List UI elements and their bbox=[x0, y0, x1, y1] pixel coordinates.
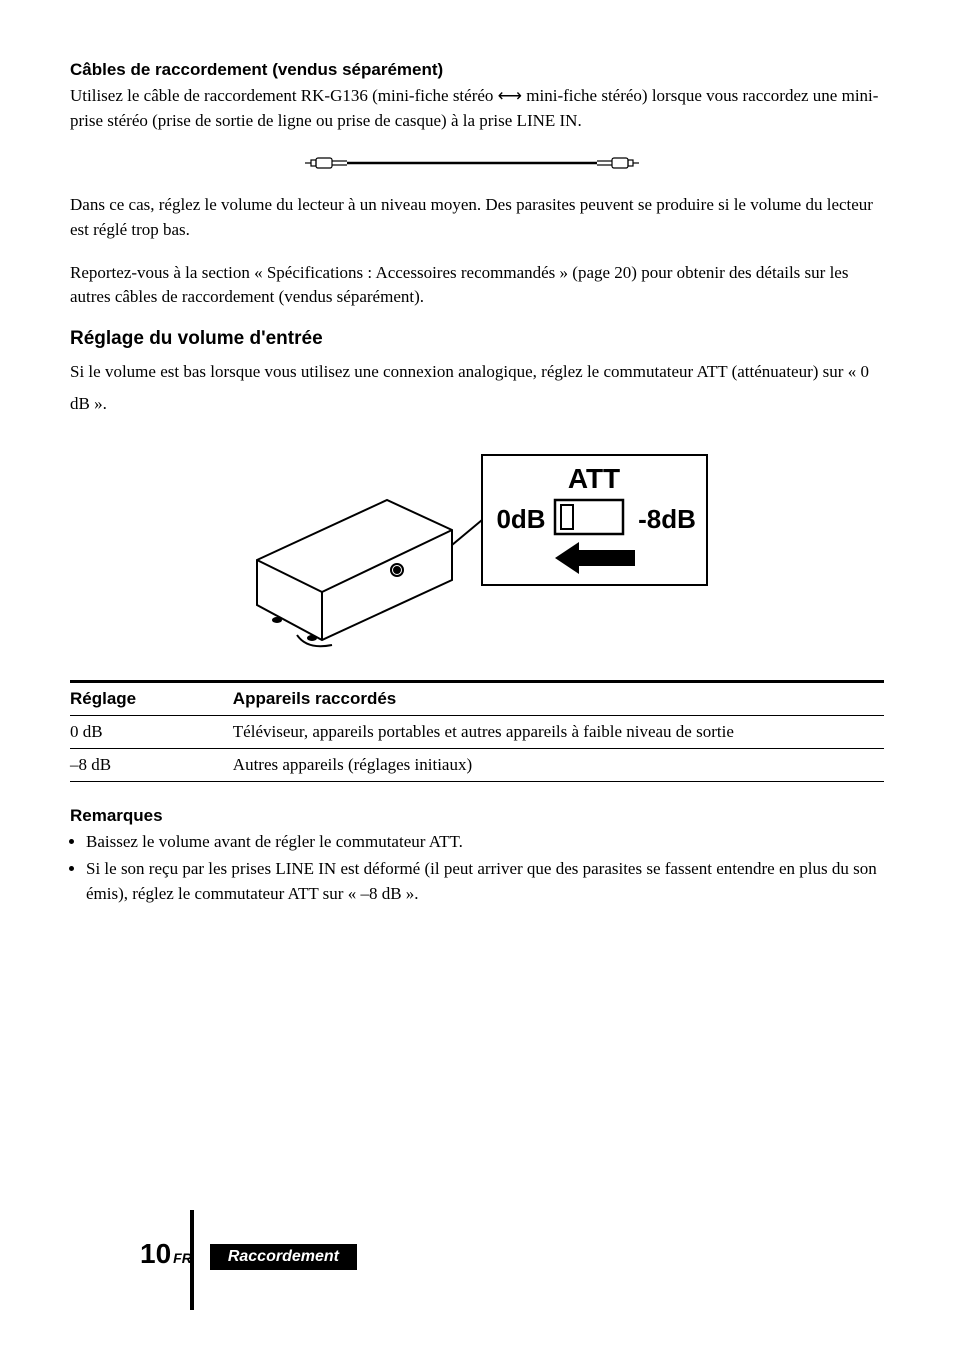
remarks-heading: Remarques bbox=[70, 806, 884, 826]
table-header-row: Réglage Appareils raccordés bbox=[70, 682, 884, 716]
settings-table: Réglage Appareils raccordés 0 dB Télévis… bbox=[70, 680, 884, 782]
footer-bar-icon bbox=[190, 1210, 194, 1310]
section-tab: Raccordement bbox=[210, 1244, 357, 1270]
cables-heading: Câbles de raccordement (vendus séparémen… bbox=[70, 60, 884, 80]
cables-para1: Utilisez le câble de raccordement RK-G13… bbox=[70, 84, 884, 133]
cables-para2: Dans ce cas, réglez le volume du lecteur… bbox=[70, 193, 884, 242]
table-header-setting: Réglage bbox=[70, 682, 233, 716]
volume-heading: Réglage du volume d'entrée bbox=[70, 328, 884, 350]
remark-item: Si le son reçu par les prises LINE IN es… bbox=[86, 857, 884, 906]
att-label: ATT bbox=[568, 463, 620, 494]
page-footer: 10 FR Raccordement bbox=[140, 1238, 357, 1270]
cables-para1a: Utilisez le câble de raccordement RK-G13… bbox=[70, 86, 498, 105]
table-row: –8 dB Autres appareils (réglages initiau… bbox=[70, 749, 884, 782]
cell-m8db: –8 dB bbox=[70, 749, 233, 782]
table-row: 0 dB Téléviseur, appareils portables et … bbox=[70, 716, 884, 749]
volume-para1: Si le volume est bas lorsque vous utilis… bbox=[70, 356, 884, 421]
table-header-devices: Appareils raccordés bbox=[233, 682, 884, 716]
page-number: 10 bbox=[140, 1238, 171, 1270]
cell-0db-desc: Téléviseur, appareils portables et autre… bbox=[233, 716, 884, 749]
cables-para3: Reportez-vous à la section « Spécificati… bbox=[70, 261, 884, 310]
cell-0db: 0 dB bbox=[70, 716, 233, 749]
device-diagram-icon: ATT 0dB -8dB bbox=[237, 440, 717, 650]
double-arrow-icon: ⟷ bbox=[498, 86, 522, 105]
cable-icon bbox=[277, 151, 677, 175]
minus8-db-label: -8dB bbox=[638, 504, 696, 534]
remarks-list: Baissez le volume avant de régler le com… bbox=[70, 830, 884, 906]
cell-m8db-desc: Autres appareils (réglages initiaux) bbox=[233, 749, 884, 782]
zero-db-label: 0dB bbox=[496, 504, 545, 534]
remark-item: Baissez le volume avant de régler le com… bbox=[86, 830, 884, 855]
